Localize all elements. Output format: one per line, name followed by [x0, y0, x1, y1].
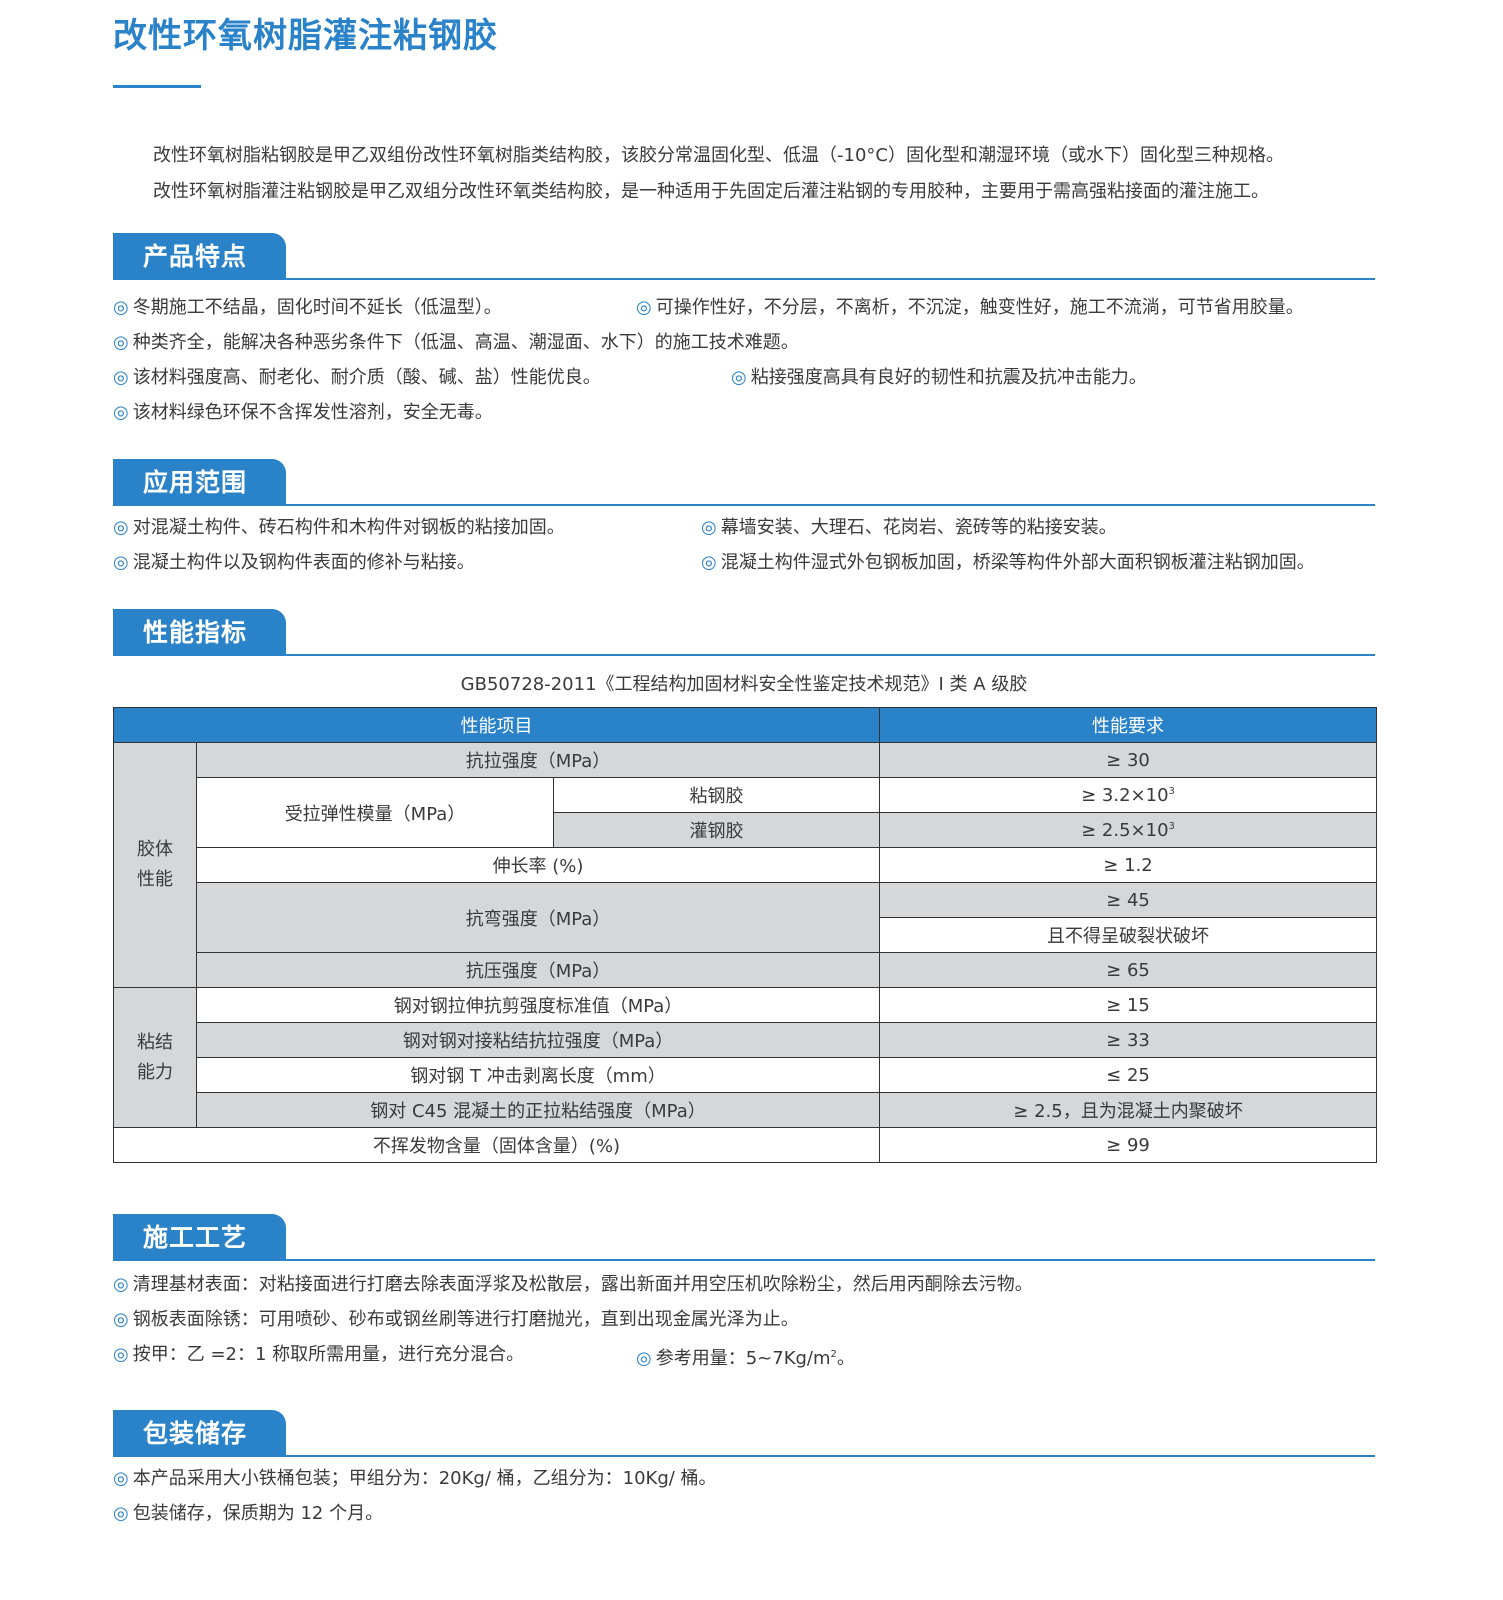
- bullet-icon: ◎: [113, 1468, 129, 1489]
- list-item: ◎ 可操作性好，不分层，不离析，不沉淀，触变性好，施工不流淌，可节省用胶量。: [636, 297, 1304, 318]
- table-cell: ≥ 1.2: [879, 847, 1378, 883]
- section-header-packaging: 包装储存: [113, 1408, 1375, 1457]
- table-cell: 钢对钢 T 冲击剥离长度（mm）: [195, 1057, 881, 1093]
- table-cell: ≥ 65: [879, 952, 1378, 988]
- table-row: 抗弯强度（MPa） ≥ 45: [114, 882, 1378, 953]
- table-cell: ≥ 15: [879, 987, 1378, 1023]
- table-cell: 抗拉强度（MPa）: [195, 742, 881, 778]
- group-cell: 粘结能力: [113, 987, 197, 1128]
- table-cell: ≥ 2.5，且为混凝土内聚破坏: [879, 1092, 1378, 1128]
- list-item: ◎ 清理基材表面：对粘接面进行打磨去除表面浮浆及松散层，露出新面并用空压机吹除粉尘…: [113, 1274, 1033, 1295]
- section-header-application: 应用范围: [113, 457, 1375, 506]
- col-header: 性能项目: [112, 707, 881, 743]
- bullet-icon: ◎: [113, 517, 129, 538]
- table-cell: 钢对 C45 混凝土的正拉粘结强度（MPa）: [195, 1092, 881, 1128]
- list-item: ◎ 按甲：乙 =2：1 称取所需用量，进行充分混合。: [113, 1344, 525, 1365]
- list-item: ◎ 参考用量：5~7Kg/m2。: [636, 1348, 855, 1369]
- table-cell: ≥ 99: [879, 1127, 1378, 1163]
- col-header: 性能要求: [879, 707, 1378, 743]
- bullet-icon: ◎: [731, 367, 747, 388]
- performance-table: 性能项目 性能要求 胶体性能 抗拉强度（MPa） ≥ 30 受拉弹性模量（MPa） 粘钢…: [112, 707, 1378, 1163]
- section-title: 应用范围: [113, 459, 286, 504]
- list-item: ◎ 幕墙安装、大理石、花岗岩、瓷砖等的粘接安装。: [701, 517, 1117, 538]
- intro-line: 改性环氧树脂粘钢胶是甲乙双组份改性环氧树脂类结构胶，该胶分常温固化型、低温（-1…: [153, 145, 1284, 166]
- table-row: 且不得呈破裂状破坏: [114, 917, 1378, 953]
- list-item: ◎ 种类齐全，能解决各种恶劣条件下（低温、高温、潮湿面、水下）的施工技术难题。: [113, 332, 799, 353]
- section-title: 包装储存: [113, 1410, 286, 1455]
- table-cell: 钢对钢对接粘结抗拉强度（MPa）: [195, 1022, 881, 1058]
- list-item: ◎ 本产品采用大小铁桶包装；甲组分为：20Kg/ 桶，乙组分为：10Kg/ 桶。: [113, 1468, 717, 1489]
- section-header-performance: 性能指标: [113, 607, 1375, 656]
- list-item: ◎ 包装储存，保质期为 12 个月。: [113, 1503, 384, 1524]
- bullet-icon: ◎: [113, 1274, 129, 1295]
- bullet-icon: ◎: [113, 332, 129, 353]
- intro-line: 改性环氧树脂灌注粘钢胶是甲乙双组分改性环氧类结构胶，是一种适用于先固定后灌注粘钢…: [153, 181, 1269, 202]
- bullet-icon: ◎: [701, 517, 717, 538]
- bullet-icon: ◎: [636, 1348, 652, 1369]
- list-item: ◎ 混凝土构件湿式外包钢板加固，桥梁等构件外部大面积钢板灌注粘钢加固。: [701, 552, 1315, 573]
- table-cell: 灌钢胶: [552, 812, 881, 848]
- table-row: 抗压强度（MPa） ≥ 65: [114, 952, 1378, 988]
- bullet-icon: ◎: [113, 367, 129, 388]
- list-item: ◎ 冬期施工不结晶，固化时间不延长（低温型）。: [113, 297, 502, 318]
- bullet-icon: ◎: [113, 1309, 129, 1330]
- section-title: 施工工艺: [113, 1214, 286, 1259]
- list-item: ◎ 该材料强度高、耐老化、耐介质（酸、碱、盐）性能优良。: [113, 367, 601, 388]
- bullet-icon: ◎: [701, 552, 717, 573]
- bullet-icon: ◎: [113, 1503, 129, 1524]
- table-cell: ≥ 45: [879, 882, 1378, 918]
- section-title: 产品特点: [113, 233, 286, 278]
- table-row: 胶体性能 抗拉强度（MPa） ≥ 30: [113, 742, 1378, 988]
- table-cell: ≥ 30: [879, 742, 1378, 778]
- table-cell: ≥ 33: [879, 1022, 1378, 1058]
- table-row: 受拉弹性模量（MPa） 粘钢胶 ≥ 3.2×103: [114, 777, 1378, 848]
- list-item: ◎ 混凝土构件以及钢构件表面的修补与粘接。: [113, 552, 475, 573]
- table-row: 钢对钢 T 冲击剥离长度（mm） ≤ 25: [114, 1057, 1378, 1093]
- list-item: ◎ 对混凝土构件、砖石构件和木构件对钢板的粘接加固。: [113, 517, 565, 538]
- table-header: 性能项目 性能要求: [112, 707, 1378, 743]
- table-cell: ≤ 25: [879, 1057, 1378, 1093]
- bullet-icon: ◎: [636, 297, 652, 318]
- bullet-icon: ◎: [113, 552, 129, 573]
- table-row: 伸长率 (%) ≥ 1.2: [114, 847, 1378, 883]
- table-cell: ≥ 2.5×103: [879, 812, 1378, 848]
- intro: 改性环氧树脂粘钢胶是甲乙双组份改性环氧树脂类结构胶，该胶分常温固化型、低温（-1…: [153, 138, 1284, 210]
- section-header-construction: 施工工艺: [113, 1212, 1375, 1261]
- page-title: 改性环氧树脂灌注粘钢胶: [113, 16, 498, 56]
- table-row: 不挥发物含量（固体含量）(%) ≥ 99: [112, 1127, 1378, 1163]
- list-item: ◎ 粘接强度高具有良好的韧性和抗震及抗冲击能力。: [731, 367, 1147, 388]
- table-cell: 钢对钢拉伸抗剪强度标准值（MPa）: [195, 987, 881, 1023]
- table-cell: 伸长率 (%): [195, 847, 881, 883]
- table-row: 灌钢胶 ≥ 2.5×103: [114, 812, 1378, 848]
- bullet-icon: ◎: [113, 1344, 129, 1365]
- table-cell: 抗压强度（MPa）: [195, 952, 881, 988]
- table-row: 钢对钢对接粘结抗拉强度（MPa） ≥ 33: [114, 1022, 1378, 1058]
- group-cell: 胶体性能: [113, 742, 197, 988]
- standard-caption: GB50728-2011《工程结构加固材料安全性鉴定技术规范》I 类 A 级胶: [460, 674, 1028, 695]
- table-cell: 不挥发物含量（固体含量）(%): [112, 1127, 881, 1163]
- table-cell: ≥ 3.2×103: [879, 777, 1378, 813]
- section-header-features: 产品特点: [113, 231, 1375, 280]
- table-cell: 抗弯强度（MPa）: [195, 882, 881, 953]
- table-cell: 粘钢胶: [552, 777, 881, 813]
- section-title: 性能指标: [113, 609, 286, 654]
- list-item: ◎ 该材料绿色环保不含挥发性溶剂，安全无毒。: [113, 402, 493, 423]
- bullet-icon: ◎: [113, 402, 129, 423]
- list-item: ◎ 钢板表面除锈：可用喷砂、砂布或钢丝刷等进行打磨抛光，直到出现金属光泽为止。: [113, 1309, 799, 1330]
- bullet-icon: ◎: [113, 297, 129, 318]
- table-cell: 受拉弹性模量（MPa）: [196, 777, 554, 848]
- table-cell: 且不得呈破裂状破坏: [879, 917, 1378, 953]
- table-row: 粘结能力 钢对钢拉伸抗剪强度标准值（MPa） ≥ 15: [113, 987, 1378, 1128]
- title-underline: [113, 85, 201, 88]
- table-row: 钢对 C45 混凝土的正拉粘结强度（MPa） ≥ 2.5，且为混凝土内聚破坏: [114, 1092, 1378, 1128]
